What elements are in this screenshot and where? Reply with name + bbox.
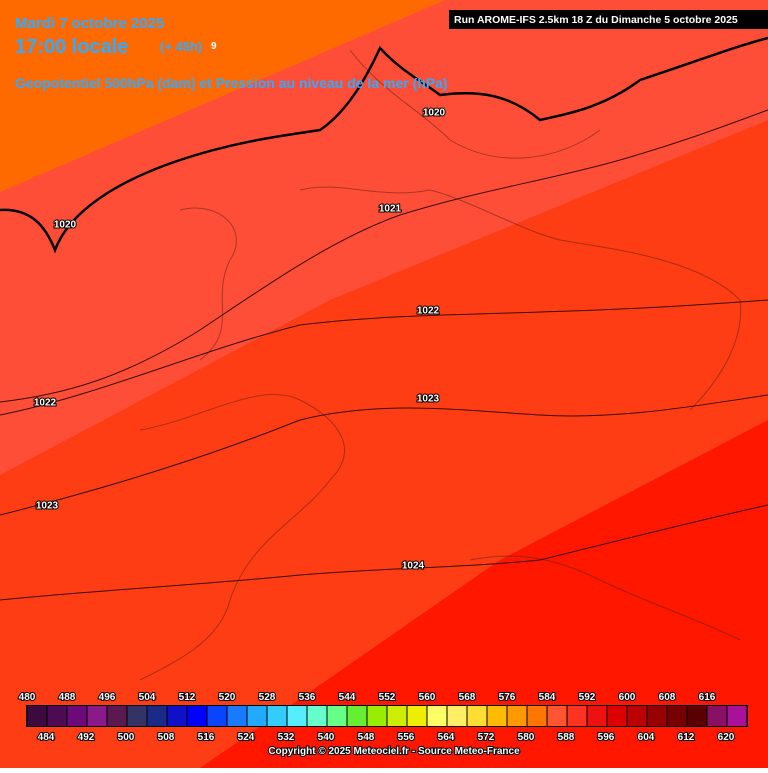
legend-label: 568: [459, 692, 476, 703]
legend-swatch: [107, 706, 127, 726]
legend-swatch: [667, 706, 687, 726]
legend-swatch: [507, 706, 527, 726]
legend-swatch: [127, 706, 147, 726]
legend-swatch: [487, 706, 507, 726]
legend-swatch: [147, 706, 167, 726]
isobar-labels: 1020 1020 1021 1022 1022 1023 1023 1024: [33, 107, 447, 573]
legend-label: 504: [139, 692, 156, 703]
legend-label: 564: [438, 732, 455, 743]
legend-label: 616: [699, 692, 716, 703]
legend-label: 492: [78, 732, 95, 743]
legend-label: 516: [198, 732, 215, 743]
legend-label: 592: [579, 692, 596, 703]
legend-swatch: [427, 706, 447, 726]
legend-swatch: [327, 706, 347, 726]
field-band: [0, 0, 445, 192]
legend-swatch: [707, 706, 727, 726]
copyright: Copyright © 2025 Meteociel.fr - Source M…: [268, 746, 520, 757]
coastlines: [139, 49, 742, 681]
legend-swatch: [467, 706, 487, 726]
legend-swatch: [587, 706, 607, 726]
legend-label: 576: [499, 692, 516, 703]
legend-swatch: [547, 706, 567, 726]
legend-swatch: [207, 706, 227, 726]
legend-label: 612: [678, 732, 695, 743]
isobars: [0, 109, 768, 601]
legend-swatch: [287, 706, 307, 726]
legend-label: 500: [118, 732, 135, 743]
legend: 480 488 496 504 512 520 528 536 544 552 560 568 576 5…: [18, 691, 748, 744]
legend-swatch: [567, 706, 587, 726]
legend-swatch: [27, 706, 47, 726]
geopotential-line: [0, 36, 768, 254]
legend-swatch: [647, 706, 667, 726]
legend-swatch: [47, 706, 67, 726]
legend-swatch: [167, 706, 187, 726]
lead-mark: 9: [211, 41, 217, 52]
legend-label: 484: [38, 732, 55, 743]
legend-label: 588: [558, 732, 575, 743]
lead-time: (+ 45h): [160, 39, 202, 54]
legend-swatch: [247, 706, 267, 726]
legend-swatch: [367, 706, 387, 726]
legend-label: 604: [638, 732, 655, 743]
legend-label: 560: [419, 692, 436, 703]
legend-swatch: [347, 706, 367, 726]
legend-label: 600: [619, 692, 636, 703]
legend-swatch: [627, 706, 647, 726]
legend-label: 580: [518, 732, 535, 743]
legend-swatch: [607, 706, 627, 726]
legend-swatch: [387, 706, 407, 726]
field-band: [0, 0, 768, 475]
time: 17:00 locale: [15, 36, 128, 58]
legend-label: 548: [358, 732, 375, 743]
legend-label: 544: [339, 692, 356, 703]
legend-label: 620: [718, 732, 735, 743]
legend-swatch: [727, 706, 747, 726]
legend-swatch: [267, 706, 287, 726]
legend-label: 540: [318, 732, 335, 743]
run-box: [449, 10, 768, 29]
legend-label: 524: [238, 732, 255, 743]
legend-label: 508: [158, 732, 175, 743]
legend-swatch: [67, 706, 87, 726]
legend-label: 556: [398, 732, 415, 743]
legend-label: 528: [259, 692, 276, 703]
legend-swatch: [187, 706, 207, 726]
isobar-label: 1020: [423, 108, 446, 119]
date: Mardi 7 octobre 2025: [15, 15, 164, 32]
isobar-label: 1020: [54, 220, 77, 231]
legend-swatch: [687, 706, 707, 726]
legend-label: 488: [59, 692, 76, 703]
legend-swatch: [447, 706, 467, 726]
isobar-label: 1024: [402, 561, 425, 572]
isobar-label: 1023: [417, 394, 440, 405]
legend-label: 596: [598, 732, 615, 743]
legend-label: 608: [659, 692, 676, 703]
legend-label: 552: [379, 692, 396, 703]
run-info: Run AROME-IFS 2.5km 18 Z du Dimanche 5 o…: [454, 14, 738, 26]
isobar-label: 1022: [34, 398, 57, 409]
legend-label: 536: [299, 692, 316, 703]
legend-label: 480: [19, 692, 36, 703]
legend-label: 520: [219, 692, 236, 703]
legend-swatch: [227, 706, 247, 726]
subtitle: Geopotentiel 500hPa (dam) et Pression au…: [15, 75, 448, 91]
isobar-label: 1022: [417, 306, 440, 317]
legend-swatch: [407, 706, 427, 726]
legend-label: 584: [539, 692, 556, 703]
legend-swatch: [527, 706, 547, 726]
legend-label: 572: [478, 732, 495, 743]
legend-label: 532: [278, 732, 295, 743]
isobar-label: 1021: [379, 204, 402, 215]
legend-swatch: [307, 706, 327, 726]
legend-label: 512: [179, 692, 196, 703]
legend-label: 496: [99, 692, 116, 703]
isobar-label: 1023: [36, 501, 59, 512]
legend-swatch: [87, 706, 107, 726]
field-band: [200, 420, 768, 768]
